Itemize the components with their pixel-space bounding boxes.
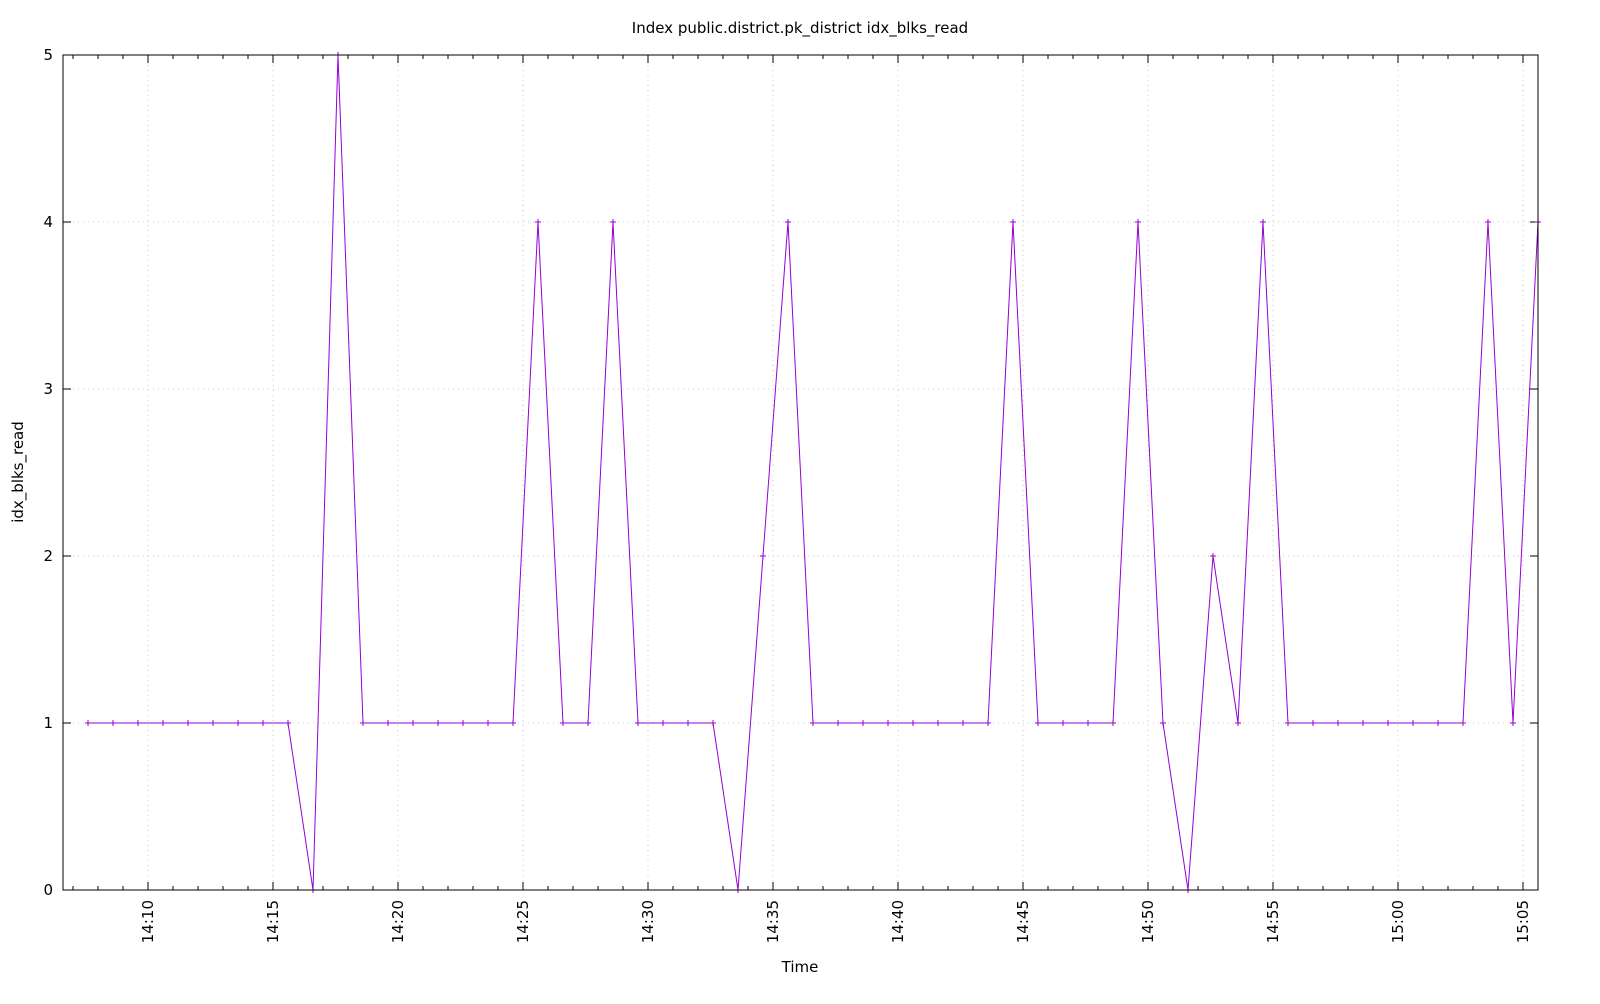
data-point	[785, 219, 791, 225]
data-point	[660, 720, 666, 726]
data-point	[1235, 720, 1241, 726]
x-tick-label: 14:30	[639, 900, 657, 943]
data-point	[1035, 720, 1041, 726]
data-point	[1335, 720, 1341, 726]
data-point	[1160, 720, 1166, 726]
data-point	[1060, 720, 1066, 726]
data-point	[835, 720, 841, 726]
data-point	[260, 720, 266, 726]
data-point	[1085, 720, 1091, 726]
data-point	[885, 720, 891, 726]
data-point	[535, 219, 541, 225]
data-point	[1110, 720, 1116, 726]
data-point	[435, 720, 441, 726]
data-point	[1485, 219, 1491, 225]
y-tick-label: 0	[43, 881, 53, 899]
x-tick-label: 14:35	[764, 900, 782, 943]
data-point	[1510, 720, 1516, 726]
y-tick-label: 4	[43, 213, 53, 231]
data-point	[1260, 219, 1266, 225]
grid	[63, 55, 1538, 890]
data-point	[960, 720, 966, 726]
data-point	[460, 720, 466, 726]
y-tick-label: 3	[43, 380, 53, 398]
data-point	[410, 720, 416, 726]
x-tick-label: 14:50	[1139, 900, 1157, 943]
y-tick-label: 5	[43, 46, 53, 64]
data-point	[1285, 720, 1291, 726]
data-point	[710, 720, 716, 726]
data-point	[685, 720, 691, 726]
data-point	[1360, 720, 1366, 726]
data-point	[485, 720, 491, 726]
series	[85, 52, 1541, 893]
y-tick-label: 1	[43, 714, 53, 732]
data-point	[285, 720, 291, 726]
data-point	[935, 720, 941, 726]
data-point	[1135, 219, 1141, 225]
x-tick-label: 14:20	[389, 900, 407, 943]
data-point	[110, 720, 116, 726]
y-axis-label: idx_blks_read	[9, 421, 28, 523]
data-point	[85, 720, 91, 726]
data-point	[510, 720, 516, 726]
x-tick-label: 14:10	[139, 900, 157, 943]
data-point	[810, 720, 816, 726]
data-point	[760, 553, 766, 559]
data-point	[1385, 720, 1391, 726]
data-point	[610, 219, 616, 225]
data-point	[385, 720, 391, 726]
data-point	[185, 720, 191, 726]
data-point	[360, 720, 366, 726]
x-tick-label: 14:55	[1264, 900, 1282, 943]
data-point	[160, 720, 166, 726]
data-point	[1010, 219, 1016, 225]
x-tick-label: 15:05	[1514, 900, 1532, 943]
plot-border	[62, 54, 1539, 891]
y-tick-label: 2	[43, 547, 53, 565]
data-point	[910, 720, 916, 726]
x-tick-label: 14:40	[889, 900, 907, 943]
data-point	[985, 720, 991, 726]
data-point	[1435, 720, 1441, 726]
data-point	[585, 720, 591, 726]
data-point	[235, 720, 241, 726]
data-point	[1410, 720, 1416, 726]
data-point	[1210, 553, 1216, 559]
x-tick-label: 15:00	[1389, 900, 1407, 943]
data-point	[1310, 720, 1316, 726]
data-point	[560, 720, 566, 726]
x-tick-label: 14:15	[264, 900, 282, 943]
x-tick-label: 14:25	[514, 900, 532, 943]
chart-title: Index public.district.pk_district idx_bl…	[632, 19, 968, 38]
data-point	[635, 720, 641, 726]
data-point	[860, 720, 866, 726]
x-axis-label: Time	[781, 958, 819, 976]
data-point	[210, 720, 216, 726]
x-tick-label: 14:45	[1014, 900, 1032, 943]
ticks: 14:10 14:15 14:20 14:25 14:30 14:35 14:40 14:45…	[43, 46, 1538, 943]
series-line	[88, 54, 1539, 891]
data-point	[1460, 720, 1466, 726]
data-point	[135, 720, 141, 726]
